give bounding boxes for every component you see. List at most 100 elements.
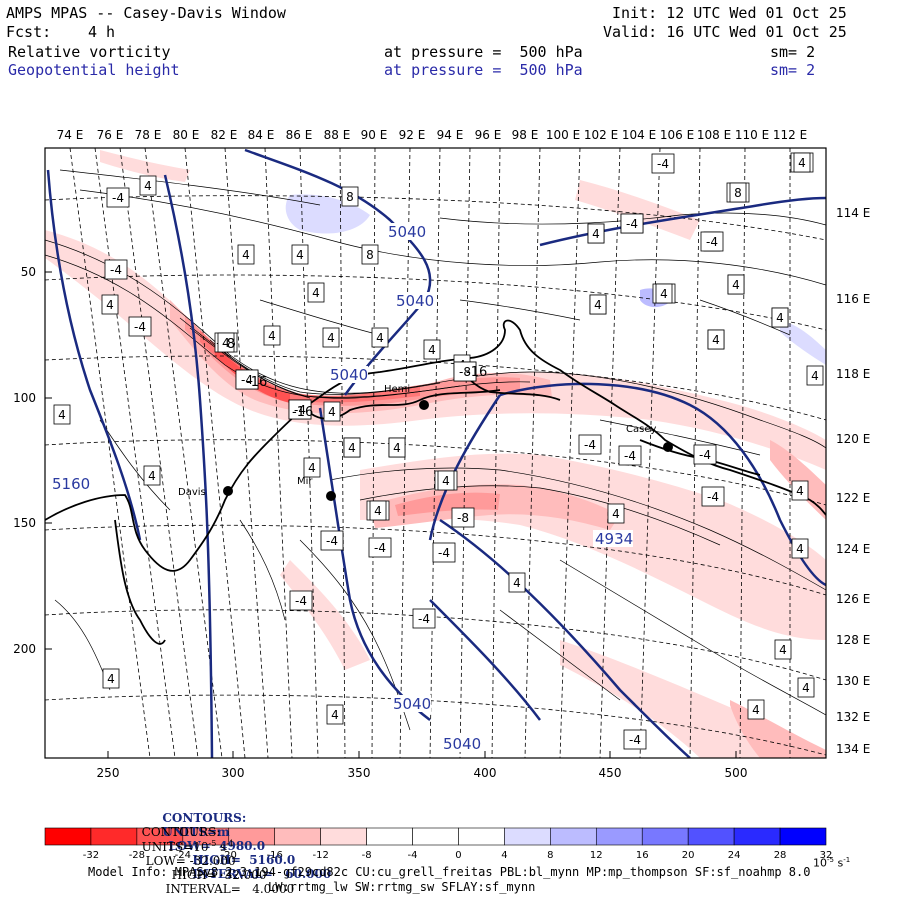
vorticity-label: 4 <box>296 248 304 262</box>
height-summary: CONTOURS: UNITS=m LOW= 4980.0 HIGH= 5160… <box>154 797 331 881</box>
height-label-bg <box>593 530 633 547</box>
vorticity-label: 4 <box>148 469 156 483</box>
field-2-smoothing: sm= 2 <box>770 61 816 79</box>
colorbar-tick-label: -20 <box>221 850 237 861</box>
vorticity-label-box <box>139 175 157 196</box>
vorticity-label-box <box>371 327 389 348</box>
bottom-tick-label: 450 <box>599 766 622 780</box>
colorbar: -32 -28 -24 -20 -16 -12 -8 -4 0 4 8 12 16 20 24 28 32 <box>44 827 832 861</box>
right-lon-label: 134 E <box>836 742 870 756</box>
top-lon-label: 92 E <box>399 128 426 142</box>
field-1-level: at pressure = 500 hPa <box>384 43 583 61</box>
vorticity-label: -4 <box>295 594 307 608</box>
top-lon-label: 86 E <box>286 128 313 142</box>
height-interval: INTERVAL= 60.000 <box>192 867 332 881</box>
vorticity-label-box <box>322 327 340 348</box>
vorticity-contours <box>45 169 826 731</box>
colorbar-tick-label: -8 <box>362 850 372 861</box>
bottom-tick-label: 500 <box>725 766 748 780</box>
vorticity-label-box <box>303 457 321 478</box>
right-lon-label: 116 E <box>836 292 870 306</box>
field-2-name: Geopotential height <box>8 61 180 79</box>
top-lon-label: 102 E <box>584 128 618 142</box>
top-lon-label: 96 E <box>475 128 502 142</box>
colorbar-tick-label: 28 <box>774 850 787 861</box>
vorticity-label-box <box>288 399 312 420</box>
height-contour-labels: 5040 5040 5040 5040 5040 5160 4934 <box>50 223 633 753</box>
vorticity-label: 8 <box>346 190 354 204</box>
vorticity-label-box <box>128 316 152 337</box>
vorticity-label-box <box>655 283 673 304</box>
vorticity-label-box <box>587 223 605 244</box>
colorbar-swatch <box>687 827 735 846</box>
vorticity-label-box <box>106 187 130 208</box>
vorticity-label-box <box>791 480 809 501</box>
top-lon-label: 84 E <box>248 128 275 142</box>
colorbar-tick-label: 8 <box>547 850 553 861</box>
axis-ticks <box>45 271 737 758</box>
colorbar-swatch <box>641 827 689 846</box>
field-1-smoothing: sm= 2 <box>770 43 816 61</box>
top-lon-label: 90 E <box>361 128 388 142</box>
vorticity-label-box <box>432 542 456 563</box>
top-lon-label: 108 E <box>697 128 731 142</box>
station-markers: Davis Mir Casey Hemi <box>178 384 673 501</box>
colorbar-tick-label: 4 <box>501 850 507 861</box>
bottom-tick-label: 400 <box>474 766 497 780</box>
vorticity-label-box <box>143 465 161 486</box>
bottom-tick-label: 350 <box>348 766 371 780</box>
colorbar-swatch <box>550 827 597 846</box>
vorticity-label-box <box>53 404 71 425</box>
vorticity-label-box <box>289 590 313 611</box>
vorticity-high: HIGH= 32.000 <box>171 868 267 882</box>
vorticity-label-box <box>508 572 526 593</box>
colorbar-tick-label: -32 <box>83 850 99 861</box>
station-label: Davis <box>178 487 206 498</box>
top-lon-label: 112 E <box>773 128 807 142</box>
vorticity-inline-label: -16 <box>466 365 487 380</box>
vorticity-label: 4 <box>660 287 668 301</box>
height-label-bg <box>328 366 368 383</box>
vorticity-label-box <box>388 437 406 458</box>
colorbar-swatch <box>458 827 505 846</box>
vorticity-label: -4 <box>294 403 306 417</box>
vorticity-label: 4 <box>592 227 600 241</box>
vorticity-label-box <box>437 470 455 491</box>
vorticity-units: UNITS=10-5 s-1 <box>141 839 235 854</box>
height-contours-label: CONTOURS: <box>162 811 247 825</box>
colorbar-swatch <box>366 827 413 846</box>
vorticity-label: 4 <box>796 542 804 556</box>
vorticity-label-box <box>620 213 644 234</box>
vorticity-label: 4 <box>376 331 384 345</box>
vorticity-label: -4 <box>326 534 338 548</box>
vorticity-label-box <box>578 434 602 455</box>
valid-time: Valid: 16 UTC Wed 01 Oct 25 <box>603 23 847 41</box>
vorticity-label: -4 <box>584 438 596 452</box>
right-lon-label: 132 E <box>836 710 870 724</box>
vorticity-label: -4 <box>418 612 430 626</box>
vorticity-label-box <box>701 486 725 507</box>
vorticity-label-box <box>341 186 359 207</box>
colorbar-swatch <box>779 827 827 846</box>
vorticity-label-box <box>727 274 745 295</box>
vorticity-label-box <box>368 537 392 558</box>
vorticity-inline-label: -8 <box>222 337 235 352</box>
vorticity-label: -4 <box>626 217 638 231</box>
vorticity-label: -4 <box>134 320 146 334</box>
colorbar-unit: 10-5 s-1 <box>813 856 851 870</box>
station-label: Mir <box>297 476 313 487</box>
vorticity-label: -4 <box>438 546 450 560</box>
bottom-grid-labels: 250 300 350 400 450 500 <box>97 766 748 780</box>
station-dot <box>326 491 336 501</box>
height-contour-label: 5040 <box>396 292 434 310</box>
vorticity-label-box <box>791 538 809 559</box>
vorticity-label-box <box>771 307 789 328</box>
top-lon-label: 106 E <box>660 128 694 142</box>
top-lon-label: 104 E <box>622 128 656 142</box>
vorticity-label: 4 <box>811 369 819 383</box>
vorticity-label-box <box>707 329 725 350</box>
vorticity-label: 4 <box>442 474 450 488</box>
right-lon-label: 130 E <box>836 674 870 688</box>
vorticity-label-box <box>747 699 765 720</box>
vorticity-label: -4 <box>706 235 718 249</box>
